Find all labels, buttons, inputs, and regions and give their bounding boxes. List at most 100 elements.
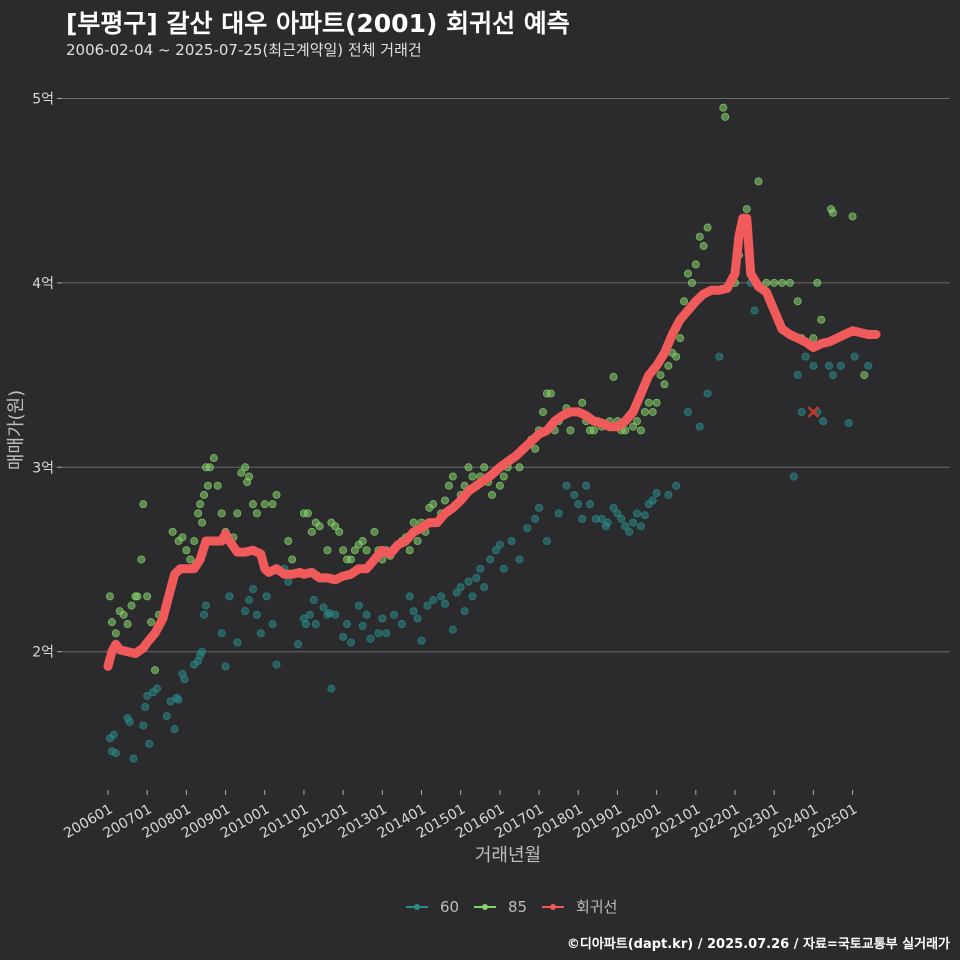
- point-85: [429, 500, 438, 509]
- point-85: [358, 537, 367, 546]
- point-60: [201, 601, 210, 610]
- point-60: [217, 629, 226, 638]
- point-85: [848, 212, 857, 221]
- point-85: [194, 509, 203, 518]
- point-60: [448, 625, 457, 634]
- point-85: [241, 463, 250, 472]
- point-60: [143, 691, 152, 700]
- point-85: [105, 592, 114, 601]
- x-axis-labels: 2006012007012008012009012010012011012012…: [61, 790, 860, 842]
- point-60: [480, 583, 489, 592]
- point-60: [319, 603, 328, 612]
- point-85: [205, 463, 214, 472]
- point-60: [683, 407, 692, 416]
- point-85: [480, 463, 489, 472]
- point-85: [370, 527, 379, 536]
- point-85: [762, 278, 771, 287]
- point-60: [174, 695, 183, 704]
- y-axis-labels: 2억 3억 4억 5억: [32, 91, 62, 661]
- chart-subtitle: 2006-02-04 ~ 2025-07-25(최근계약일) 전체 거래건: [66, 41, 422, 59]
- point-85: [127, 601, 136, 610]
- point-85: [288, 555, 297, 564]
- point-85: [578, 398, 587, 407]
- point-60: [613, 509, 622, 518]
- legend-dot: [550, 904, 556, 910]
- point-85: [248, 500, 257, 509]
- y-tick-label: 2억: [32, 645, 54, 661]
- point-85: [217, 509, 226, 518]
- point-85: [656, 371, 665, 380]
- point-85: [691, 260, 700, 269]
- point-85: [660, 380, 669, 389]
- point-60: [166, 697, 175, 706]
- point-85: [168, 527, 177, 536]
- point-60: [570, 490, 579, 499]
- point-60: [429, 596, 438, 605]
- point-85: [687, 278, 696, 287]
- point-60: [476, 564, 485, 573]
- point-60: [397, 620, 406, 629]
- point-60: [468, 592, 477, 601]
- point-60: [125, 717, 134, 726]
- point-85: [488, 490, 497, 499]
- point-60: [390, 610, 399, 619]
- point-85: [196, 500, 205, 509]
- point-60: [652, 489, 661, 498]
- point-85: [785, 278, 794, 287]
- point-85: [515, 463, 524, 472]
- point-60: [284, 577, 293, 586]
- legend: 60 85 회귀선: [406, 898, 617, 916]
- point-60: [233, 638, 242, 647]
- point-85: [190, 537, 199, 546]
- point-85: [186, 555, 195, 564]
- regression-line: [103, 213, 881, 671]
- point-85: [817, 315, 826, 324]
- point-60: [562, 481, 571, 490]
- point-85: [495, 481, 504, 490]
- point-60: [145, 739, 154, 748]
- point-85: [284, 537, 293, 546]
- latest-price-marker: [807, 406, 820, 418]
- point-60: [327, 684, 336, 693]
- point-85: [809, 334, 818, 343]
- point-60: [452, 588, 461, 597]
- point-60: [491, 546, 500, 555]
- point-60: [141, 703, 150, 712]
- point-60: [535, 503, 544, 512]
- series-85-points: [105, 103, 869, 675]
- point-60: [603, 518, 612, 527]
- point-60: [152, 684, 161, 693]
- point-85: [813, 278, 822, 287]
- point-85: [644, 398, 653, 407]
- point-60: [441, 599, 450, 608]
- point-60: [346, 638, 355, 647]
- point-85: [233, 509, 242, 518]
- point-60: [825, 361, 834, 370]
- legend-item-s85: 85: [474, 898, 527, 916]
- point-60: [609, 503, 618, 512]
- point-85: [680, 297, 689, 306]
- legend-dot: [414, 904, 420, 910]
- point-60: [437, 592, 446, 601]
- point-60: [268, 620, 277, 629]
- point-85: [448, 472, 457, 481]
- point-60: [486, 555, 495, 564]
- point-60: [750, 306, 759, 315]
- point-85: [770, 278, 779, 287]
- point-85: [793, 297, 802, 306]
- point-60: [245, 596, 254, 605]
- point-85: [695, 232, 704, 241]
- point-60: [797, 407, 806, 416]
- point-85: [621, 426, 630, 435]
- point-60: [200, 610, 209, 619]
- y-tick-label: 5억: [32, 91, 54, 107]
- point-85: [719, 103, 728, 112]
- point-60: [664, 490, 673, 499]
- point-85: [640, 407, 649, 416]
- legend-label: 85: [508, 898, 527, 916]
- point-85: [307, 527, 316, 536]
- point-85: [203, 481, 212, 490]
- point-60: [413, 614, 422, 623]
- chart-title: [부평구] 갈산 대우 아파트(2001) 회귀선 예측: [66, 9, 570, 38]
